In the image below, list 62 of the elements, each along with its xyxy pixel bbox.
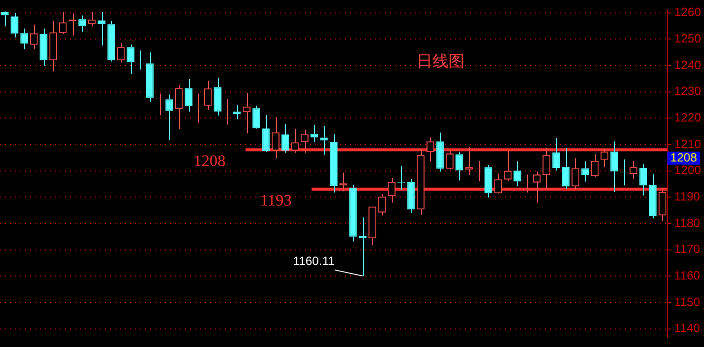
y-tick-label: 1170 <box>674 242 700 256</box>
candlestick <box>281 124 290 154</box>
candlestick <box>590 154 599 178</box>
candlestick <box>330 134 338 193</box>
y-tick-label: 1140 <box>674 321 700 336</box>
candlestick <box>320 125 328 156</box>
y-tick-label: 1190 <box>674 190 700 204</box>
candlestick <box>456 151 464 181</box>
y-tick-label: 1210 <box>674 136 702 151</box>
candlestick <box>107 20 116 62</box>
y-tick-label: 1250 <box>674 31 702 46</box>
candlestick <box>494 173 502 194</box>
candlestick <box>397 166 406 190</box>
y-tick-label: 1260 <box>674 5 702 20</box>
text: 1208 <box>670 150 698 165</box>
candlestick <box>40 28 48 67</box>
candlestick <box>184 78 192 112</box>
candlestick <box>484 164 492 198</box>
candlestick <box>126 44 134 74</box>
candlestick <box>388 177 396 203</box>
candlestick <box>233 104 241 120</box>
y-tick-label: 1220 <box>674 110 702 124</box>
y-tick-label: 1200 <box>674 163 702 178</box>
candlestick <box>446 150 454 170</box>
candlestick <box>648 174 657 219</box>
candlestick <box>214 77 222 116</box>
candlestick <box>610 140 618 192</box>
candlestick <box>98 12 106 46</box>
candlestick <box>204 80 212 110</box>
candlestick <box>349 184 357 242</box>
text: 日线图 <box>416 51 464 70</box>
ref-line-label: 1208 <box>194 153 226 170</box>
candlestick <box>10 12 18 38</box>
candlestick <box>658 187 666 222</box>
y-tick-label: 1150 <box>674 294 700 309</box>
y-tick-label: 1240 <box>674 58 702 72</box>
candlestick <box>262 114 270 153</box>
candlestick <box>358 216 367 276</box>
y-tick-label: 1230 <box>674 84 702 98</box>
candlestick <box>117 42 125 63</box>
candlestick <box>436 132 444 172</box>
candlestick <box>378 194 386 216</box>
candlestick <box>572 158 580 190</box>
candlestick <box>88 12 96 27</box>
y-tick-label: 1160 <box>674 268 700 283</box>
candlestick <box>639 164 647 196</box>
candlestick <box>175 84 183 130</box>
candlestick <box>562 147 570 190</box>
candlestick <box>368 206 376 246</box>
annotation: 1160.11 <box>293 254 335 268</box>
candlestick <box>416 148 425 216</box>
candlestick <box>465 146 473 176</box>
candlestick <box>310 124 318 142</box>
candlestick <box>542 147 550 190</box>
candlestick <box>339 172 348 192</box>
candlestick <box>146 52 154 102</box>
ref-line-label: 1193 <box>260 192 292 210</box>
candlestick <box>49 20 58 72</box>
candlestick <box>272 116 280 159</box>
y-tick-label: 1180 <box>674 216 700 230</box>
candlestick <box>552 137 560 171</box>
candlestick <box>407 178 415 214</box>
